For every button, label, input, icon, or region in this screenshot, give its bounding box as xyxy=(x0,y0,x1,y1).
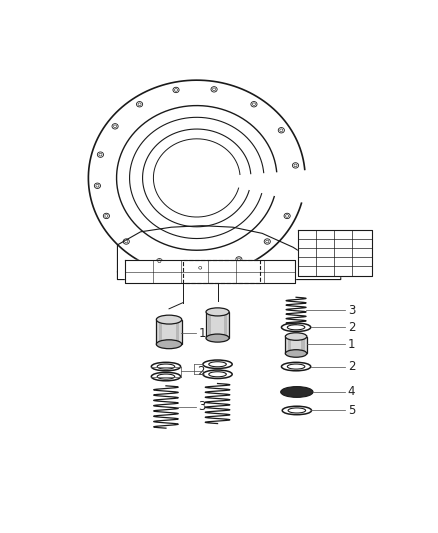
Ellipse shape xyxy=(156,315,182,324)
Ellipse shape xyxy=(212,88,215,91)
Ellipse shape xyxy=(236,257,242,262)
Bar xyxy=(208,313,212,336)
Text: 1: 1 xyxy=(348,338,355,351)
Text: 3: 3 xyxy=(198,400,206,413)
Ellipse shape xyxy=(264,239,270,244)
Ellipse shape xyxy=(157,374,175,379)
Ellipse shape xyxy=(197,265,203,271)
Ellipse shape xyxy=(199,266,202,269)
Bar xyxy=(285,336,307,353)
Ellipse shape xyxy=(99,154,102,156)
Ellipse shape xyxy=(156,340,182,349)
Ellipse shape xyxy=(209,372,226,377)
Text: 3: 3 xyxy=(348,304,355,317)
Ellipse shape xyxy=(251,102,257,107)
Ellipse shape xyxy=(209,362,226,367)
Bar xyxy=(206,312,229,338)
Text: 4: 4 xyxy=(348,385,355,399)
Ellipse shape xyxy=(252,103,255,106)
Text: 2: 2 xyxy=(348,360,355,373)
Ellipse shape xyxy=(281,386,313,398)
Ellipse shape xyxy=(157,364,175,369)
Ellipse shape xyxy=(97,152,103,157)
Ellipse shape xyxy=(105,215,108,217)
Polygon shape xyxy=(125,260,294,284)
Ellipse shape xyxy=(284,213,290,219)
Ellipse shape xyxy=(206,334,229,342)
Ellipse shape xyxy=(288,408,306,413)
Bar xyxy=(156,320,182,344)
Bar xyxy=(183,260,260,284)
Text: 5: 5 xyxy=(348,404,355,417)
Ellipse shape xyxy=(123,239,129,244)
Ellipse shape xyxy=(96,184,99,187)
Bar xyxy=(288,338,291,352)
Ellipse shape xyxy=(285,350,307,357)
Ellipse shape xyxy=(280,129,283,132)
Ellipse shape xyxy=(94,183,100,189)
Bar xyxy=(301,338,304,352)
Ellipse shape xyxy=(266,240,269,243)
Bar xyxy=(177,321,180,343)
Ellipse shape xyxy=(206,308,229,316)
Ellipse shape xyxy=(287,325,305,330)
Text: 2: 2 xyxy=(197,365,204,378)
Text: 1: 1 xyxy=(198,327,206,340)
Text: 2: 2 xyxy=(348,321,355,334)
Ellipse shape xyxy=(294,164,297,167)
Bar xyxy=(159,321,162,343)
Ellipse shape xyxy=(286,215,289,217)
Ellipse shape xyxy=(174,88,177,91)
Ellipse shape xyxy=(237,258,240,261)
Ellipse shape xyxy=(156,259,162,264)
Ellipse shape xyxy=(211,87,217,92)
Ellipse shape xyxy=(138,103,141,106)
Ellipse shape xyxy=(103,213,110,219)
Ellipse shape xyxy=(112,124,118,129)
Polygon shape xyxy=(298,230,371,276)
Ellipse shape xyxy=(158,260,161,263)
Ellipse shape xyxy=(293,163,299,168)
Ellipse shape xyxy=(137,102,143,107)
Polygon shape xyxy=(117,225,341,280)
Ellipse shape xyxy=(125,240,128,243)
Ellipse shape xyxy=(113,125,117,128)
Ellipse shape xyxy=(287,364,305,369)
Ellipse shape xyxy=(285,333,307,340)
Bar xyxy=(224,313,227,336)
Ellipse shape xyxy=(173,87,179,93)
Ellipse shape xyxy=(278,127,284,133)
